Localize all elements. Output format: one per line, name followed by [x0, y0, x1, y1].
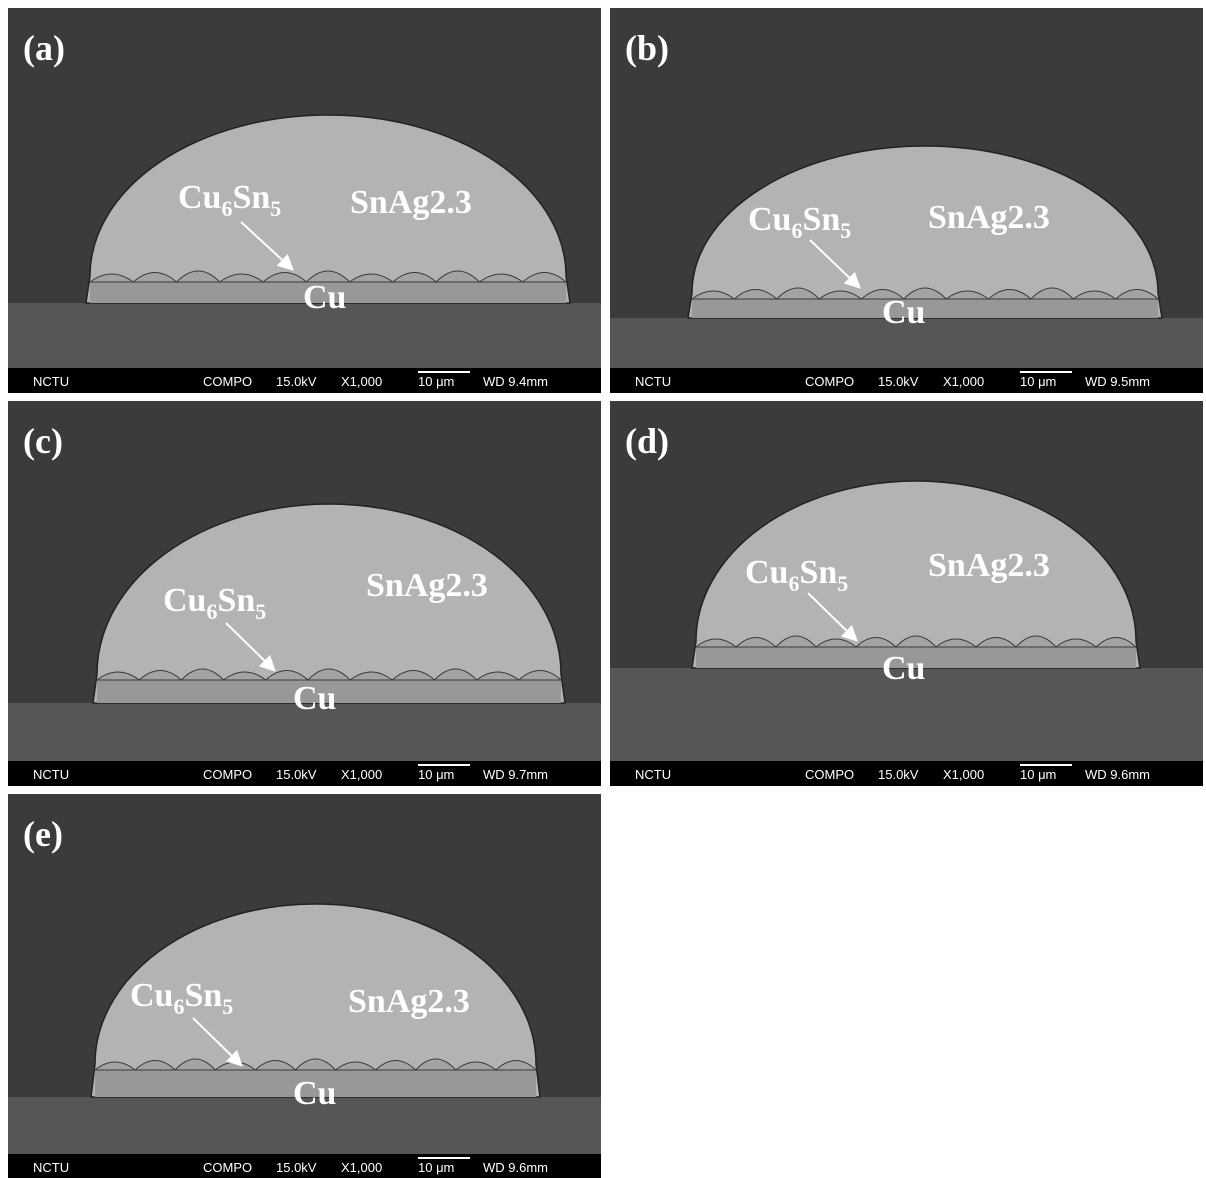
subscript: 5 — [255, 599, 266, 624]
info-text: X1,000 — [341, 767, 382, 782]
solder-label: SnAg2.3 — [348, 983, 470, 1020]
info-text: X1,000 — [341, 374, 382, 389]
info-text: 10 μm — [418, 1160, 454, 1175]
text: Sn — [184, 977, 222, 1014]
pad-label: Cu — [293, 1075, 336, 1112]
solder-label: SnAg2.3 — [350, 184, 472, 221]
panel-label: (c) — [23, 421, 63, 461]
pad-label: Cu — [882, 650, 925, 687]
info-text: 15.0kV — [276, 374, 317, 389]
text: Cu — [178, 179, 221, 216]
info-text: 15.0kV — [276, 767, 317, 782]
subscript: 5 — [222, 994, 233, 1019]
info-text: 15.0kV — [878, 374, 919, 389]
solder-label: SnAg2.3 — [366, 567, 488, 604]
info-text: NCTU — [33, 374, 69, 389]
info-text: WD 9.6mm — [1085, 767, 1150, 782]
info-text: 15.0kV — [878, 767, 919, 782]
info-text: COMPO — [203, 767, 252, 782]
info-text: NCTU — [33, 767, 69, 782]
info-text: 15.0kV — [276, 1160, 317, 1175]
panel-label: (d) — [625, 421, 669, 461]
info-text: NCTU — [635, 374, 671, 389]
text: Sn — [232, 179, 270, 216]
info-text: WD 9.4mm — [483, 374, 548, 389]
panel-label: (a) — [23, 28, 65, 68]
text: Sn — [217, 582, 255, 619]
info-text: COMPO — [203, 1160, 252, 1175]
subscript: 5 — [837, 571, 848, 596]
info-text: 10 μm — [418, 767, 454, 782]
solder-label: SnAg2.3 — [928, 547, 1050, 584]
subscript: 5 — [270, 196, 281, 221]
subscript: 5 — [840, 218, 851, 243]
info-text: COMPO — [203, 374, 252, 389]
info-text: X1,000 — [943, 374, 984, 389]
figure: (a)Cu6Sn5SnAg2.3CuNCTUCOMPO15.0kVX1,0001… — [0, 0, 1206, 1178]
info-text: WD 9.5mm — [1085, 374, 1150, 389]
info-text: WD 9.7mm — [483, 767, 548, 782]
subscript: 6 — [206, 599, 217, 624]
pad-label: Cu — [303, 279, 346, 316]
info-text: COMPO — [805, 374, 854, 389]
sem-panel: (e)Cu6Sn5SnAg2.3CuNCTUCOMPO15.0kVX1,0001… — [8, 794, 601, 1178]
info-text: WD 9.6mm — [483, 1160, 548, 1175]
text: Cu — [748, 201, 791, 238]
subscript: 6 — [788, 571, 799, 596]
panel-label: (e) — [23, 814, 63, 854]
info-text: COMPO — [805, 767, 854, 782]
info-text: X1,000 — [341, 1160, 382, 1175]
panel-label: (b) — [625, 28, 669, 68]
info-text: NCTU — [635, 767, 671, 782]
text: Sn — [799, 554, 837, 591]
pad-label: Cu — [882, 294, 925, 331]
text: Sn — [802, 201, 840, 238]
subscript: 6 — [791, 218, 802, 243]
pad-label: Cu — [293, 680, 336, 717]
text: Cu — [163, 582, 206, 619]
text: Cu — [130, 977, 173, 1014]
info-text: 10 μm — [1020, 767, 1056, 782]
solder-label: SnAg2.3 — [928, 199, 1050, 236]
subscript: 6 — [173, 994, 184, 1019]
info-text: NCTU — [33, 1160, 69, 1175]
info-text: 10 μm — [1020, 374, 1056, 389]
text: Cu — [745, 554, 788, 591]
info-text: X1,000 — [943, 767, 984, 782]
subscript: 6 — [221, 196, 232, 221]
info-text: 10 μm — [418, 374, 454, 389]
